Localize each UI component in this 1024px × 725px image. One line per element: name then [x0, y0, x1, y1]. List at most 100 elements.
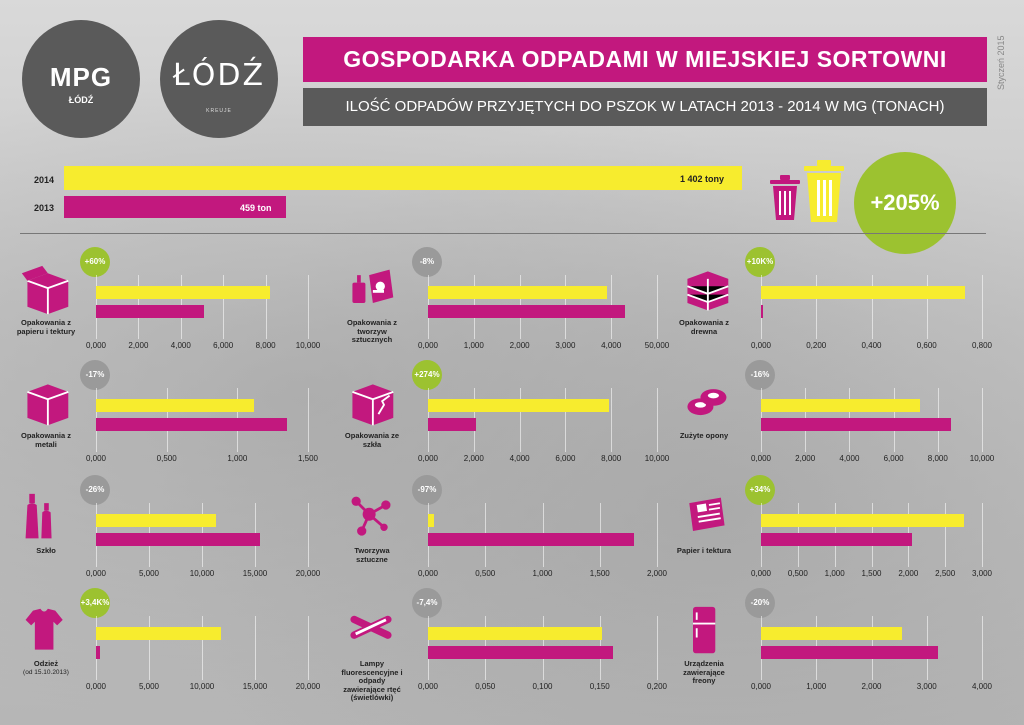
tick-label: 0,000	[417, 341, 439, 350]
tshirt-icon	[25, 608, 63, 650]
tick-label: 0,500	[787, 569, 808, 578]
category-label: Opakowania ze szkła	[344, 431, 400, 449]
tick-label: 1,000	[806, 682, 827, 691]
change-badge: -20%	[745, 588, 775, 618]
wooden-crate-icon	[687, 271, 729, 311]
summary-change-badge: +205%	[854, 152, 956, 254]
lodz-logo: ŁÓDŹ KREUJE	[160, 20, 278, 138]
tick-label: 20,000	[295, 682, 321, 691]
gridline	[308, 616, 309, 680]
tick-label: 0,000	[750, 569, 772, 578]
tick-label: 4,000	[971, 682, 993, 691]
change-badge: +60%	[80, 247, 110, 277]
bar-2013	[428, 305, 625, 318]
bar-2014	[428, 627, 603, 640]
category-label: Opakowania z drewna	[678, 318, 729, 336]
bar-2014	[761, 399, 921, 412]
tick-label: 0,150	[589, 682, 610, 691]
tick-label: 2,500	[935, 569, 956, 578]
category-label: Opakowania z papieru i tektury	[16, 318, 76, 336]
category-label: Opakowania z metali	[20, 431, 71, 449]
tick-label: 1,500	[297, 454, 319, 463]
fluorescent-lamps-icon	[350, 615, 392, 639]
tick-label: 0,200	[646, 682, 668, 691]
refrigerator-icon	[693, 606, 716, 654]
category-label: Szkło	[36, 546, 56, 555]
mpg-logo: MPG ŁÓDŹ	[22, 20, 140, 138]
bar-2013	[761, 418, 952, 431]
tick-label: 0,000	[417, 569, 439, 578]
summary-bar-2013	[64, 196, 286, 218]
category-note: (od 15.10.2013)	[23, 668, 69, 676]
gridline	[982, 616, 983, 680]
gridline	[982, 388, 983, 452]
tick-label: 0,000	[750, 454, 772, 463]
tick-label: 10,000	[189, 682, 215, 691]
change-badge: -7,4%	[412, 588, 442, 618]
bar-2014	[96, 286, 270, 299]
tick-label: 4,000	[509, 454, 530, 463]
tick-label: 3,000	[971, 569, 993, 578]
tick-label: 2,000	[861, 682, 882, 691]
cardboard-box-icon	[21, 265, 69, 315]
change-badge: +274%	[412, 360, 442, 390]
gridline	[308, 275, 309, 339]
gridline	[926, 275, 928, 339]
gridline	[945, 503, 947, 567]
category-label: Lampy fluorescencyjne i odpady zawierają…	[341, 659, 403, 702]
bar-2014	[96, 399, 255, 412]
tick-label: 1,000	[463, 341, 484, 350]
tick-label: 4,000	[839, 454, 860, 463]
page-title: GOSPODARKA ODPADAMI W MIEJSKIEJ SORTOWNI	[303, 37, 987, 82]
divider-line	[20, 233, 986, 234]
gridline	[308, 388, 309, 452]
bar-2013	[761, 305, 763, 318]
tick-label: 0,500	[156, 454, 177, 463]
bar-2013	[428, 646, 614, 659]
mpg-logo-subtext: ŁÓDŹ	[68, 95, 94, 105]
gridline	[816, 275, 818, 339]
bar-2013	[761, 646, 938, 659]
tick-label: 2,000	[646, 569, 668, 578]
tick-label: 3,000	[916, 682, 937, 691]
tick-label: 1,500	[861, 569, 882, 578]
plastic-packaging-icon	[352, 269, 394, 303]
tick-label: 0,200	[806, 341, 827, 350]
tick-label: 6,000	[883, 454, 904, 463]
tires-icon	[687, 389, 727, 416]
tick-label: 0,000	[85, 569, 107, 578]
glass-bottles-icon	[25, 493, 52, 539]
tick-label: 2,000	[463, 454, 484, 463]
tick-label: 4,000	[601, 341, 622, 350]
bar-2013	[96, 418, 287, 431]
tick-label: 10,000	[189, 569, 215, 578]
tick-label: 5,000	[138, 569, 160, 578]
gridline	[565, 388, 567, 452]
tick-label: 2,000	[898, 569, 919, 578]
tick-label: 2,000	[795, 454, 816, 463]
bar-2013	[96, 305, 205, 318]
tick-label: 15,000	[242, 682, 268, 691]
change-badge: +10K%	[745, 247, 775, 277]
summary-value-2014: 1 402 tony	[680, 174, 725, 184]
tick-label: 0,000	[417, 682, 439, 691]
bar-2014	[96, 627, 222, 640]
gridline	[611, 388, 613, 452]
change-badge: +34%	[745, 475, 775, 505]
molecule-icon	[351, 496, 391, 536]
tick-label: 0,500	[475, 569, 496, 578]
tick-label: 6,000	[555, 454, 576, 463]
bar-2014	[428, 514, 434, 527]
gridline	[149, 616, 150, 680]
tick-label: 1,000	[532, 569, 553, 578]
page-subtitle: ILOŚĆ ODPADÓW PRZYJĘTYCH DO PSZOK W LATA…	[303, 88, 987, 126]
gridline	[982, 275, 983, 339]
bar-2014	[761, 627, 902, 640]
tick-label: 6,000	[213, 341, 234, 350]
tick-label: 15,000	[242, 569, 268, 578]
change-badge: -8%	[412, 247, 442, 277]
summary-bar-2014	[64, 166, 742, 190]
metal-box-icon	[27, 384, 69, 426]
tick-label: 1,000	[227, 454, 248, 463]
tick-label: 50,000	[644, 341, 670, 350]
